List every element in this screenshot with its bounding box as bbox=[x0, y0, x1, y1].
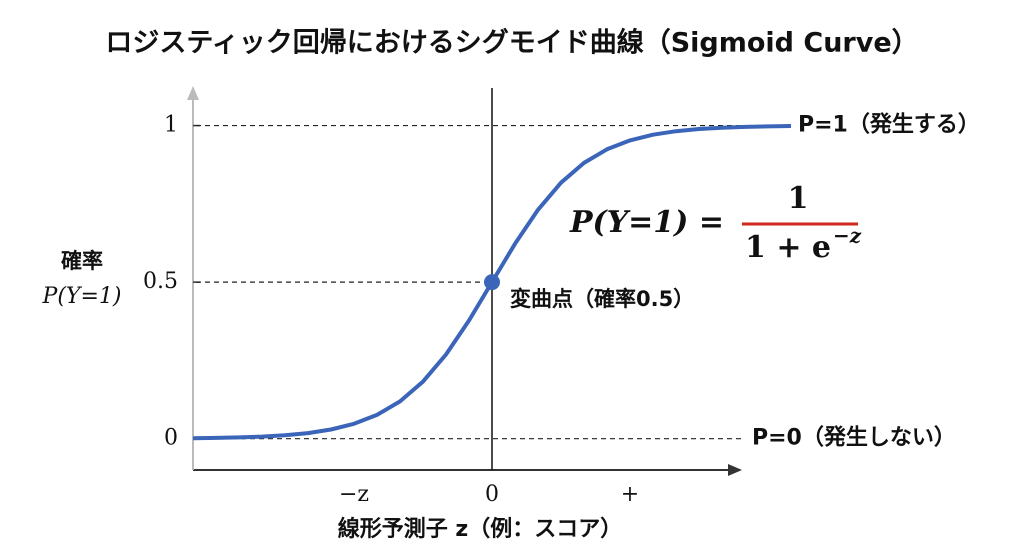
reference-label: P=1（発生する） bbox=[798, 113, 980, 138]
y-tick-label: 1 bbox=[164, 113, 178, 138]
x-tick-label: 0 bbox=[485, 482, 499, 507]
x-tick-label: + bbox=[621, 482, 639, 507]
formula-exponent: −z bbox=[833, 224, 862, 248]
y-tick-label: 0 bbox=[164, 426, 178, 451]
inflection-label: 変曲点（確率0.5） bbox=[510, 287, 694, 311]
x-axis-label: 線形予測子 z（例：スコア） bbox=[338, 516, 622, 542]
y-tick-label: 0.5 bbox=[143, 269, 178, 294]
chart-title: ロジスティック回帰におけるシグモイド曲線（Sigmoid Curve） bbox=[105, 27, 918, 59]
formula-denominator: 1 + e bbox=[745, 230, 831, 265]
y-axis-arrow bbox=[187, 86, 199, 100]
formula-numerator: 1 bbox=[788, 181, 809, 216]
x-axis-arrow bbox=[728, 464, 742, 476]
reference-label: P=0（発生しない） bbox=[752, 426, 956, 451]
y-axis-label: 確率 bbox=[61, 249, 103, 273]
inflection-point bbox=[484, 274, 500, 291]
y-axis-label: P(Y=1) bbox=[42, 284, 122, 309]
x-tick-label: −z bbox=[339, 482, 369, 507]
formula-lhs: P(Y=1) = bbox=[569, 205, 724, 240]
